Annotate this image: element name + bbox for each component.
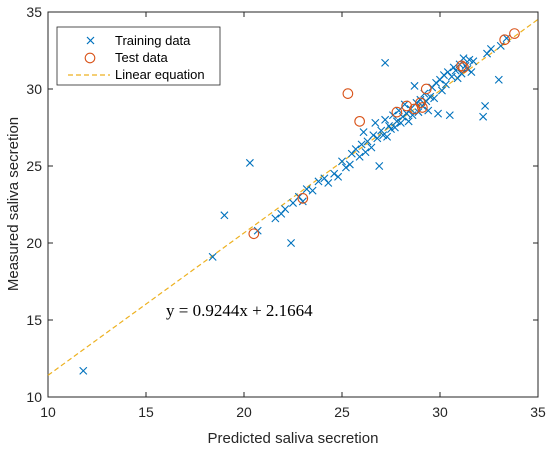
- y-tick-label: 15: [26, 312, 42, 328]
- training-point: [330, 169, 339, 178]
- training-point: [430, 94, 439, 103]
- training-point: [324, 178, 333, 187]
- training-point: [314, 177, 323, 186]
- training-point: [445, 111, 454, 120]
- training-point: [341, 163, 350, 172]
- training-point: [361, 148, 370, 157]
- training-point: [457, 69, 466, 78]
- training-point: [334, 172, 343, 181]
- training-point: [345, 160, 354, 169]
- x-tick-label: 15: [138, 404, 154, 420]
- y-tick-label: 20: [26, 235, 42, 251]
- training-point: [439, 71, 448, 80]
- training-point: [369, 131, 378, 140]
- training-point: [271, 214, 280, 223]
- training-point: [79, 366, 88, 375]
- training-point: [373, 134, 382, 143]
- y-axis-label: Measured saliva secretion: [5, 117, 22, 291]
- training-point: [359, 128, 368, 137]
- legend-label-training: Training data: [115, 33, 191, 48]
- test-point: [409, 103, 420, 115]
- training-point: [287, 239, 296, 247]
- training-point: [469, 57, 478, 66]
- test-point: [297, 192, 309, 204]
- test-point: [458, 62, 469, 73]
- fit-line-layer: [47, 18, 539, 376]
- training-point: [481, 101, 490, 110]
- training-point: [412, 98, 421, 107]
- training-point: [410, 81, 419, 90]
- training-point: [298, 197, 307, 206]
- test-point: [415, 97, 426, 109]
- legend-marker-test: [84, 52, 96, 64]
- training-point: [424, 106, 433, 115]
- test-point: [456, 60, 467, 72]
- training-point: [302, 185, 311, 194]
- test-point: [420, 83, 432, 95]
- training-point: [398, 112, 407, 121]
- training-point: [396, 118, 405, 127]
- training-point: [437, 86, 446, 95]
- x-tick-label: 25: [334, 404, 350, 420]
- training-point: [390, 123, 399, 132]
- ticks-layer: 10 15 20 25 30 35 10 15 20 25 30 35: [26, 4, 546, 420]
- training-point: [381, 115, 390, 124]
- training-point: [351, 145, 360, 154]
- training-point: [208, 252, 217, 261]
- training-point: [486, 44, 495, 53]
- training-point: [447, 72, 456, 81]
- legend-marker-training: [86, 36, 95, 45]
- training-point: [404, 117, 413, 126]
- test-points-layer: [248, 28, 520, 240]
- training-point: [245, 158, 254, 167]
- training-point: [375, 162, 384, 170]
- training-point: [381, 58, 390, 67]
- test-point: [499, 34, 511, 46]
- training-point: [496, 41, 505, 50]
- training-point: [494, 75, 503, 84]
- training-point: [363, 137, 372, 146]
- x-tick-label: 35: [530, 404, 546, 420]
- training-point: [367, 143, 376, 152]
- training-point: [357, 140, 366, 149]
- y-tick-label: 25: [26, 158, 42, 174]
- training-point: [434, 109, 443, 118]
- test-point: [391, 106, 403, 118]
- test-point: [248, 228, 260, 240]
- training-point: [408, 111, 417, 120]
- training-point: [467, 68, 476, 77]
- training-point: [451, 66, 460, 75]
- test-point: [354, 115, 365, 127]
- x-tick-label: 30: [432, 404, 448, 420]
- training-point: [338, 157, 346, 166]
- training-point: [220, 211, 229, 220]
- legend: Training data Test data Linear equation: [56, 26, 221, 86]
- training-point: [371, 118, 380, 127]
- training-points-layer: [79, 34, 511, 375]
- x-axis-label: Predicted saliva secretion: [208, 430, 379, 447]
- test-point: [417, 102, 428, 113]
- y-tick-label: 35: [26, 4, 42, 20]
- training-point: [289, 198, 297, 207]
- y-tick-label: 10: [26, 389, 42, 405]
- training-point: [355, 152, 364, 161]
- test-point: [342, 88, 354, 99]
- legend-label-test: Test data: [115, 50, 169, 65]
- fit-line: [47, 18, 539, 376]
- test-point: [509, 28, 520, 39]
- training-point: [441, 80, 450, 89]
- training-point: [432, 78, 441, 87]
- legend-label-fit: Linear equation: [115, 67, 205, 82]
- training-point: [377, 126, 386, 135]
- training-point: [308, 186, 317, 195]
- x-tick-label: 20: [236, 404, 252, 420]
- training-point: [281, 205, 290, 214]
- regression-equation: y = 0.9244x + 2.1664: [166, 301, 313, 320]
- training-point: [479, 112, 488, 121]
- training-point: [383, 132, 392, 141]
- y-tick-label: 30: [26, 81, 42, 97]
- training-point: [463, 64, 472, 73]
- x-tick-label: 10: [40, 404, 56, 420]
